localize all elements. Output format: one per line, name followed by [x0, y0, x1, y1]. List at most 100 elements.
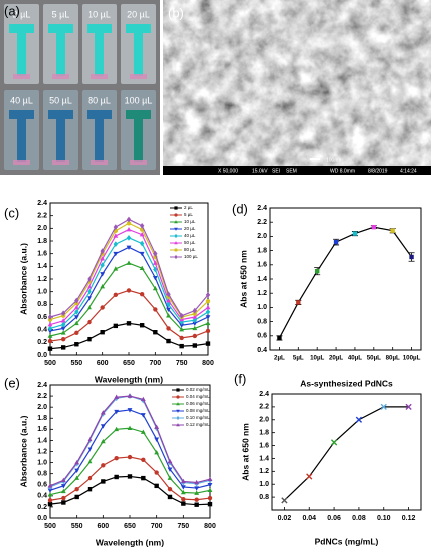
liquid-base: [52, 160, 69, 165]
marker: [60, 326, 66, 332]
marker: [194, 479, 200, 485]
marker: [306, 473, 313, 480]
marker: [179, 312, 184, 319]
marker: [166, 313, 171, 318]
marker: [126, 226, 132, 232]
x-tick-label: 750: [177, 523, 189, 530]
tube-label: 100 µL: [125, 95, 153, 105]
marker: [405, 403, 412, 411]
charts: (c) 0.0 0.2 0.4 0.6 0.8 1.0 1.2 1.4 1.6 1.8 2.0 2.2 2…: [4, 200, 422, 547]
marker: [60, 336, 66, 342]
marker: [47, 346, 53, 351]
marker: [176, 415, 180, 421]
marker: [166, 297, 171, 303]
marker: [166, 338, 171, 344]
legend-label: 40 µL: [184, 233, 196, 238]
marker: [87, 288, 92, 295]
x-tick-label: 800: [202, 360, 214, 367]
marker: [60, 477, 66, 483]
y-tick-label: 0.6: [37, 314, 47, 321]
marker: [47, 338, 53, 344]
y-tick-label: 1.0: [37, 459, 47, 466]
marker: [140, 429, 146, 434]
x-tick-label: 0.06: [327, 515, 341, 522]
marker: [61, 495, 66, 501]
marker: [127, 408, 133, 413]
y-tick-label: 2.4: [37, 200, 47, 207]
marker: [60, 345, 66, 350]
marker: [205, 315, 211, 320]
panel-label: (f): [234, 371, 246, 386]
y-tick-label: 1.4: [37, 437, 47, 444]
x-tick-label: 650: [124, 523, 136, 530]
y-tick-label: 0.0: [37, 352, 47, 359]
marker: [74, 475, 80, 480]
series-line: [49, 456, 211, 501]
marker: [152, 285, 158, 291]
marker: [192, 314, 198, 319]
marker: [126, 234, 132, 241]
marker: [126, 288, 132, 293]
marker: [167, 458, 173, 464]
y-tick-label: 2.4: [259, 391, 269, 398]
marker: [166, 301, 171, 308]
sem-info-text: 8/8/2019: [368, 168, 388, 174]
marker: [100, 256, 106, 261]
legend-label: 0.08 mg/mL: [186, 408, 210, 413]
legend-label: 80 µL: [184, 247, 196, 252]
marker: [87, 486, 93, 492]
y-tick-label: 1.0: [257, 304, 267, 311]
marker: [179, 323, 185, 328]
marker: [74, 494, 79, 500]
marker: [174, 254, 178, 260]
legend-label: 10 µL: [184, 219, 196, 224]
marker: [166, 326, 171, 331]
marker: [114, 474, 119, 480]
marker: [154, 483, 159, 489]
liquid-stem: [134, 32, 143, 76]
y-tick-label: 0.4: [257, 347, 267, 354]
legend-label: 0.02 mg/mL: [186, 387, 210, 392]
liquid-stem: [17, 118, 26, 162]
liquid-top: [48, 24, 73, 33]
marker: [139, 265, 145, 270]
x-tick-label: 2µL: [274, 355, 285, 362]
liquid-top: [87, 110, 112, 119]
tube-label: 80 µL: [88, 95, 111, 105]
marker: [176, 402, 180, 406]
marker: [176, 423, 180, 427]
y-tick-label: 2.0: [37, 404, 47, 411]
marker: [113, 233, 119, 238]
marker: [153, 330, 158, 335]
x-tick-label: 80µL: [386, 355, 400, 362]
marker: [205, 291, 211, 298]
marker: [60, 321, 66, 328]
x-tick-label: 0.02: [278, 515, 292, 522]
marker: [101, 463, 106, 468]
tube-label: 40 µL: [10, 95, 33, 105]
marker: [100, 330, 105, 335]
x-axis-label: PdNCs (mg/mL): [315, 536, 379, 546]
marker: [180, 489, 186, 495]
liquid-base: [91, 74, 108, 79]
marker: [333, 239, 339, 245]
panel-label: (a): [4, 3, 20, 18]
tube-photos: 2 µL 5 µL 10 µL 20 µL 40 µL 50 µL 80 µL 100 µL: [4, 4, 156, 170]
x-tick-label: 100µL: [403, 355, 421, 362]
marker: [73, 304, 79, 310]
y-tick-label: 1.8: [37, 238, 47, 245]
marker: [192, 307, 198, 314]
marker: [205, 298, 211, 304]
plot-frame: [271, 393, 422, 511]
marker: [127, 393, 133, 398]
marker: [113, 241, 119, 248]
scale-bar: [310, 158, 320, 160]
legend-label: 5 µL: [184, 212, 193, 217]
marker: [207, 476, 213, 481]
marker: [47, 483, 53, 488]
marker: [154, 470, 159, 475]
marker: [100, 248, 105, 254]
marker: [126, 216, 132, 223]
marker: [113, 292, 119, 298]
marker: [153, 307, 158, 312]
